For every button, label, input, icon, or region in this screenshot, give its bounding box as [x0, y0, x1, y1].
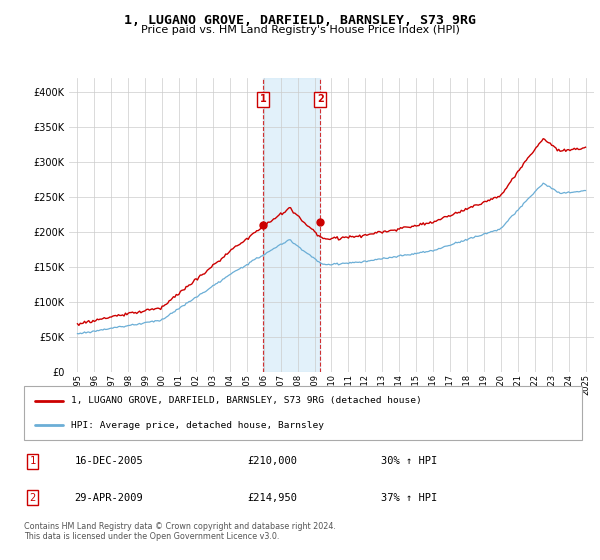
Text: 1, LUGANO GROVE, DARFIELD, BARNSLEY, S73 9RG (detached house): 1, LUGANO GROVE, DARFIELD, BARNSLEY, S73…	[71, 396, 422, 405]
Text: HPI: Average price, detached house, Barnsley: HPI: Average price, detached house, Barn…	[71, 421, 325, 430]
Text: Contains HM Land Registry data © Crown copyright and database right 2024.
This d: Contains HM Land Registry data © Crown c…	[24, 522, 336, 542]
Text: 29-APR-2009: 29-APR-2009	[74, 493, 143, 503]
Text: £214,950: £214,950	[247, 493, 297, 503]
Text: 30% ↑ HPI: 30% ↑ HPI	[381, 456, 437, 466]
Text: £210,000: £210,000	[247, 456, 297, 466]
Text: 37% ↑ HPI: 37% ↑ HPI	[381, 493, 437, 503]
Text: Price paid vs. HM Land Registry's House Price Index (HPI): Price paid vs. HM Land Registry's House …	[140, 25, 460, 35]
Bar	[263, 78, 320, 372]
Text: 1: 1	[29, 456, 36, 466]
Text: 2: 2	[29, 493, 36, 503]
Text: 2: 2	[317, 95, 323, 104]
Text: 1: 1	[260, 95, 266, 104]
Text: 1, LUGANO GROVE, DARFIELD, BARNSLEY, S73 9RG: 1, LUGANO GROVE, DARFIELD, BARNSLEY, S73…	[124, 14, 476, 27]
Text: 16-DEC-2005: 16-DEC-2005	[74, 456, 143, 466]
